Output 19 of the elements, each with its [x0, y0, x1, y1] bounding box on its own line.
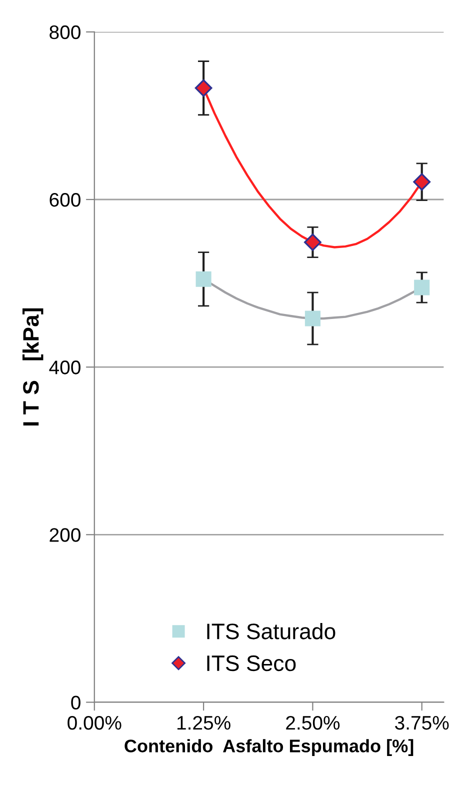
x-tick-label: 1.25%	[177, 716, 230, 730]
y-tick-label: 400	[49, 360, 80, 374]
y-tick-label: 0	[71, 696, 80, 710]
point	[304, 234, 322, 251]
point	[196, 271, 212, 287]
y-tick-label: 800	[50, 25, 80, 40]
point	[194, 79, 212, 97]
y-tick-label: 600	[50, 192, 80, 207]
x-tick-label: 0.00%	[68, 716, 122, 730]
y-axis-title: I T S [kPa]	[22, 308, 44, 426]
legend-label: ITS Seco	[207, 655, 296, 672]
x-tick-label: 2.50%	[286, 716, 340, 730]
x-tick-label: 3.75%	[395, 716, 449, 730]
x-axis-title: Contenido Asfalto Espumado [%]	[124, 739, 414, 756]
point	[414, 280, 430, 296]
point	[413, 173, 431, 191]
y-tick-label: 200	[50, 528, 80, 542]
point	[304, 310, 320, 326]
legend-label: ITS Saturado	[207, 622, 336, 640]
